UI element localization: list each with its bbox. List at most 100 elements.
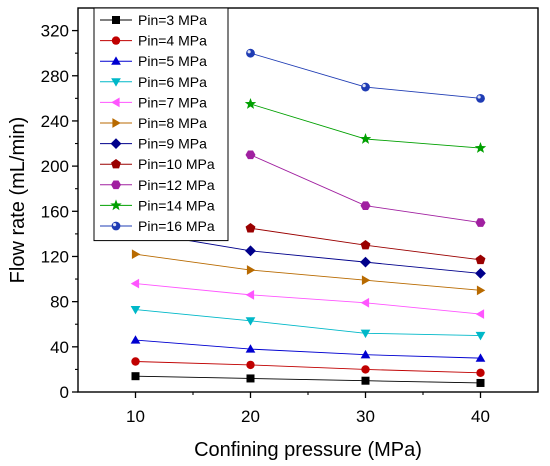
series-0	[131, 372, 485, 387]
data-point-0-1	[246, 374, 255, 383]
data-point-3-2	[360, 329, 371, 339]
data-point-3-0	[130, 305, 141, 315]
series-line-5	[135, 253, 481, 291]
legend-entry-4: Pin=7 MPa	[100, 94, 207, 110]
legend-marker-3	[111, 78, 121, 87]
legend-entry-0: Pin=3 MPa	[100, 12, 207, 28]
data-point-10-2-body	[476, 93, 485, 103]
data-point-5-2	[361, 275, 371, 286]
legend-marker-10-highlight	[113, 223, 117, 227]
y-tick-label: 200	[41, 157, 69, 176]
series-4	[130, 278, 485, 319]
legend-marker-1	[111, 36, 121, 45]
y-tick-label: 80	[50, 293, 69, 312]
legend-label-5: Pin=8 MPa	[138, 115, 207, 131]
y-tick-label: 0	[60, 383, 69, 402]
data-point-10-1	[361, 82, 370, 92]
data-point-2-2	[360, 349, 371, 359]
legend-label-9: Pin=14 MPa	[138, 197, 215, 213]
data-point-5-1	[246, 265, 256, 275]
data-point-1-0	[131, 357, 140, 366]
legend-marker-6	[110, 138, 122, 149]
series-5	[131, 249, 486, 296]
data-point-6-2	[360, 256, 371, 268]
data-point-8-2	[475, 218, 486, 227]
data-point-7-1	[360, 239, 371, 250]
series-line-10	[250, 52, 481, 99]
series-9	[244, 98, 487, 153]
data-point-6-3	[475, 268, 486, 279]
data-point-9-1	[359, 133, 372, 144]
y-tick-label: 120	[41, 247, 69, 266]
data-point-0-3	[476, 378, 485, 387]
y-tick-label: 280	[41, 67, 69, 86]
series-8	[245, 150, 486, 227]
x-tick-label: 10	[126, 407, 145, 426]
legend-marker-5	[112, 118, 121, 128]
legend-marker-0	[112, 16, 120, 24]
data-point-10-1-body	[361, 82, 370, 92]
legend-marker-7	[111, 159, 121, 169]
data-point-9-2	[474, 142, 487, 153]
legend-marker-9	[110, 199, 122, 211]
legend-label-2: Pin=5 MPa	[138, 53, 207, 69]
legend-entry-9: Pin=14 MPa	[100, 197, 215, 213]
series-line-0	[135, 375, 481, 384]
series-line-4	[135, 283, 481, 315]
data-point-10-1-highlight	[362, 84, 366, 88]
data-point-8-0	[245, 150, 256, 160]
data-point-6-1	[245, 245, 256, 257]
legend-label-10: Pin=16 MPa	[138, 218, 215, 234]
x-tick-label: 20	[241, 407, 260, 426]
series-line-2	[135, 339, 481, 359]
legend-marker-8	[111, 180, 121, 190]
data-point-9-0	[244, 98, 257, 109]
axes: 10 20 30 40 0 40 80 120 160 200 240 280 320	[41, 7, 539, 426]
data-point-10-2	[476, 93, 485, 103]
legend-entry-10: Pin=16 MPa	[100, 218, 215, 234]
legend-entry-1: Pin=4 MPa	[100, 33, 207, 49]
data-point-5-0	[131, 249, 141, 260]
data-point-10-0-highlight	[247, 50, 251, 54]
legend-label-7: Pin=10 MPa	[138, 156, 215, 172]
y-axis-title: Flow rate (mL/min)	[7, 117, 29, 284]
data-point-10-0	[246, 48, 255, 58]
legend-entry-7: Pin=10 MPa	[100, 156, 215, 172]
legend-marker-10	[111, 221, 121, 231]
data-point-5-3	[476, 285, 486, 296]
plot-area	[130, 48, 487, 387]
legend-label-8: Pin=12 MPa	[138, 177, 215, 193]
data-point-7-0	[245, 223, 256, 233]
legend-label-6: Pin=9 MPa	[138, 136, 207, 152]
legend: Pin=3 MPa Pin=4 MPa Pin=5 MPa Pin=6 MPa Pin=…	[93, 7, 229, 242]
data-point-2-1	[245, 344, 256, 353]
series-line-8	[250, 154, 481, 224]
y-tick-label: 40	[50, 338, 69, 357]
data-point-4-3	[475, 309, 485, 319]
series-line-3	[135, 309, 481, 336]
data-point-8-1	[360, 201, 371, 210]
legend-marker-4	[111, 97, 120, 108]
data-point-4-1	[245, 290, 255, 300]
data-point-3-1	[245, 317, 256, 326]
data-point-2-0	[130, 335, 141, 344]
x-tick-label: 30	[356, 407, 375, 426]
legend-entry-8: Pin=12 MPa	[100, 177, 215, 193]
y-tick-label: 320	[41, 22, 69, 41]
legend-label-3: Pin=6 MPa	[138, 74, 207, 90]
data-point-0-2	[361, 376, 370, 385]
legend-marker-2	[111, 56, 121, 65]
series-1	[131, 357, 485, 377]
legend-entry-3: Pin=6 MPa	[100, 74, 207, 90]
series-10	[246, 48, 485, 103]
legend-entry-6: Pin=9 MPa	[100, 136, 207, 152]
series-7	[245, 223, 486, 265]
legend-label-0: Pin=3 MPa	[138, 12, 207, 28]
data-point-1-3	[476, 368, 485, 377]
data-point-3-3	[475, 331, 486, 341]
y-tick-label: 160	[41, 202, 69, 221]
series-3	[130, 305, 486, 341]
data-point-2-3	[475, 353, 486, 362]
legend-label-1: Pin=4 MPa	[138, 33, 207, 49]
